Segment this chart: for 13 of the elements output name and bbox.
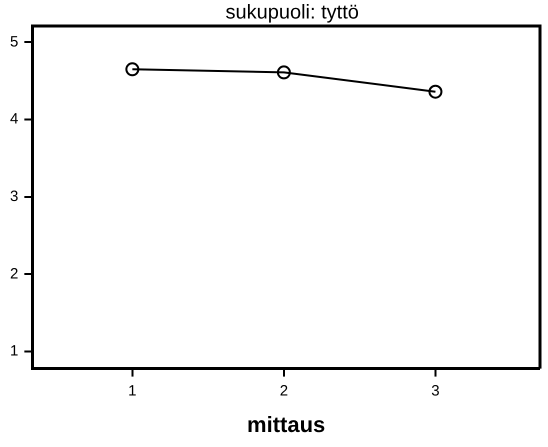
x-tick-label: 2 (280, 382, 288, 400)
y-tick-label: 2 (10, 265, 18, 282)
point (125, 62, 140, 76)
y-tick-label: 4 (10, 110, 18, 128)
y-tick-label: 1 (10, 342, 18, 360)
y-tick-label: 5 (10, 33, 18, 50)
x-tick-label: 3 (431, 382, 440, 400)
point (428, 84, 442, 99)
chart-title: sukupuoli: tyttö (225, 2, 359, 24)
x-tick-label: 1 (128, 382, 137, 400)
point (276, 65, 291, 80)
y-tick-label: 3 (10, 188, 18, 206)
x-axis-title: mittaus (247, 412, 326, 437)
